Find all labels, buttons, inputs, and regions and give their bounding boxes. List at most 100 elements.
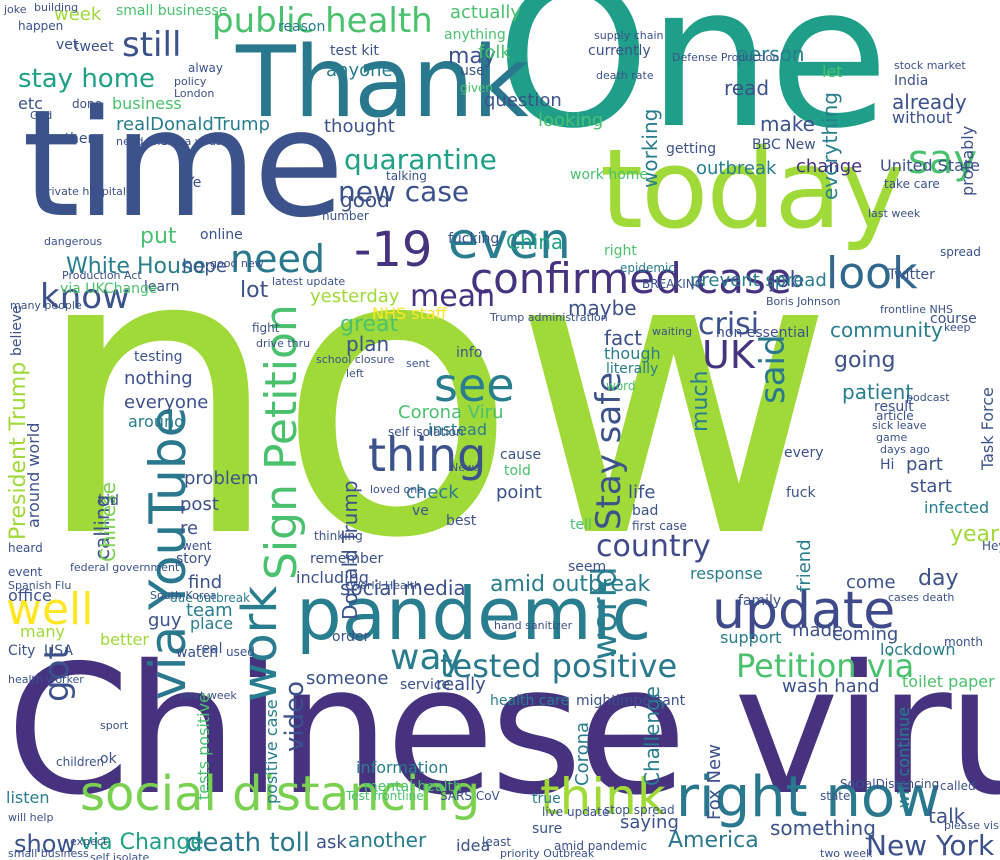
word-story: story [176,551,212,567]
word-happen: happen [18,19,64,33]
word-school-closure: school closure [316,353,395,366]
word-actually: actually [450,2,522,23]
word-trump-administration: Trump administration [490,311,608,324]
word-south-korea: South Korea [150,589,217,602]
word-health-worker: health worker [8,673,84,686]
word-quarantine: quarantine [344,143,497,176]
word-idea: idea [456,836,491,855]
word-country: country [596,529,711,564]
word-amid-pandemic: amid pandemic [554,839,648,853]
word-prevent-spread: prevent spread [690,270,827,291]
word-question: question [484,90,562,111]
word-use: use [460,63,485,79]
word-tests-positive: tests positive [194,693,213,800]
word-believe: believe [9,305,25,356]
word-still: still [122,25,182,65]
word-know: know [40,277,130,317]
word-first-case: first case [632,519,687,533]
word-least: least [482,835,512,849]
word-though: though [604,344,661,363]
word-loved-one: loved one [370,483,425,496]
word-boris-johnson: Boris Johnson [766,295,841,308]
word-small-businesse: small businesse [116,3,228,19]
word-around: around [128,412,185,431]
word-good: good [340,188,390,212]
word-come: come [846,572,896,593]
word-please-visit: please visit [944,819,1000,832]
word-health-care: health care [490,693,570,709]
word-around-world: around world [24,422,43,528]
word-world-health: World Health [350,579,422,592]
word-mental-health: mental health [364,779,462,795]
word-remember: remember [310,551,384,567]
word-went: went [182,539,212,553]
word-etc: etc [18,94,43,113]
word-told: told [504,463,531,479]
word-crisi: crisi [698,307,760,342]
word-dangerous: dangerous [44,235,103,248]
word-information: information [356,758,449,777]
word-show: show [14,830,77,858]
word-stock-market: stock market [894,59,966,72]
word-year: year [950,522,1000,547]
word-expect: expect [70,835,108,848]
word-state: state [820,789,851,803]
word-someone: someone [306,668,389,689]
word-one: One [496,0,889,172]
word-many: many [20,622,65,641]
word-infected: infected [924,498,990,517]
word-waiting: waiting [652,325,693,338]
word-anything: anything [444,27,506,43]
word-self-isolate: self isolate [90,851,150,860]
word-make: make [760,112,815,136]
word-uk: UK [702,333,755,377]
word-right-now: right now [676,765,941,830]
word-going: going [834,348,896,373]
word-small-business: small business [8,847,89,860]
word-other: other [56,131,94,147]
word-task-force: Task Force [978,387,997,470]
word-drive-thru: drive thru [256,337,311,350]
word-said: said [753,334,793,404]
word-ve: ve [412,503,429,519]
word-positive-case: positive case [262,699,281,804]
word-joke: joke [4,3,27,16]
word-great: great [340,312,399,337]
word-policy: policy [174,75,207,88]
word-see: see [434,358,515,412]
word-twitter: Twitter [888,267,935,283]
word-realdonaldtrump: realDonaldTrump [116,114,270,135]
word-london: London [174,87,215,100]
word-thank: Thank [236,26,529,140]
word-keep: keep [944,321,971,334]
word-covid-19: -19 [354,222,433,278]
word-video: video [280,680,310,752]
word-time: time [22,78,344,250]
word-podcast: podcast [906,391,950,404]
word-petition-via: Petition via [736,647,915,685]
word-tweet: tweet [74,39,114,55]
word-toilet-paper: toilet paper [902,672,995,691]
word-thought: thought [324,116,395,137]
word-order: order [332,629,370,645]
word-will-continue: will continue [894,706,913,808]
word-day: day [918,566,959,591]
word-priority-outbreak: priority Outbreak [500,847,595,860]
word-work-home: work home [570,167,649,183]
word-live-update: live update [542,805,610,819]
word-re: re [180,518,199,539]
word-talk: talk [928,804,966,828]
word-now: now [32,165,835,625]
word-reason: reason [278,19,326,35]
word-post: post [180,494,219,515]
word-days-ago: days ago [880,443,930,456]
word-good-new: good new [210,257,264,270]
word-anyone: anyone [326,60,393,81]
word-new-york: New York [866,829,995,860]
word-part: part [906,454,943,475]
word-sure: sure [532,821,563,837]
word-number: number [322,209,369,223]
word-socialdistancing: SocialDistancing [840,777,940,791]
word-ask: ask [316,832,347,853]
